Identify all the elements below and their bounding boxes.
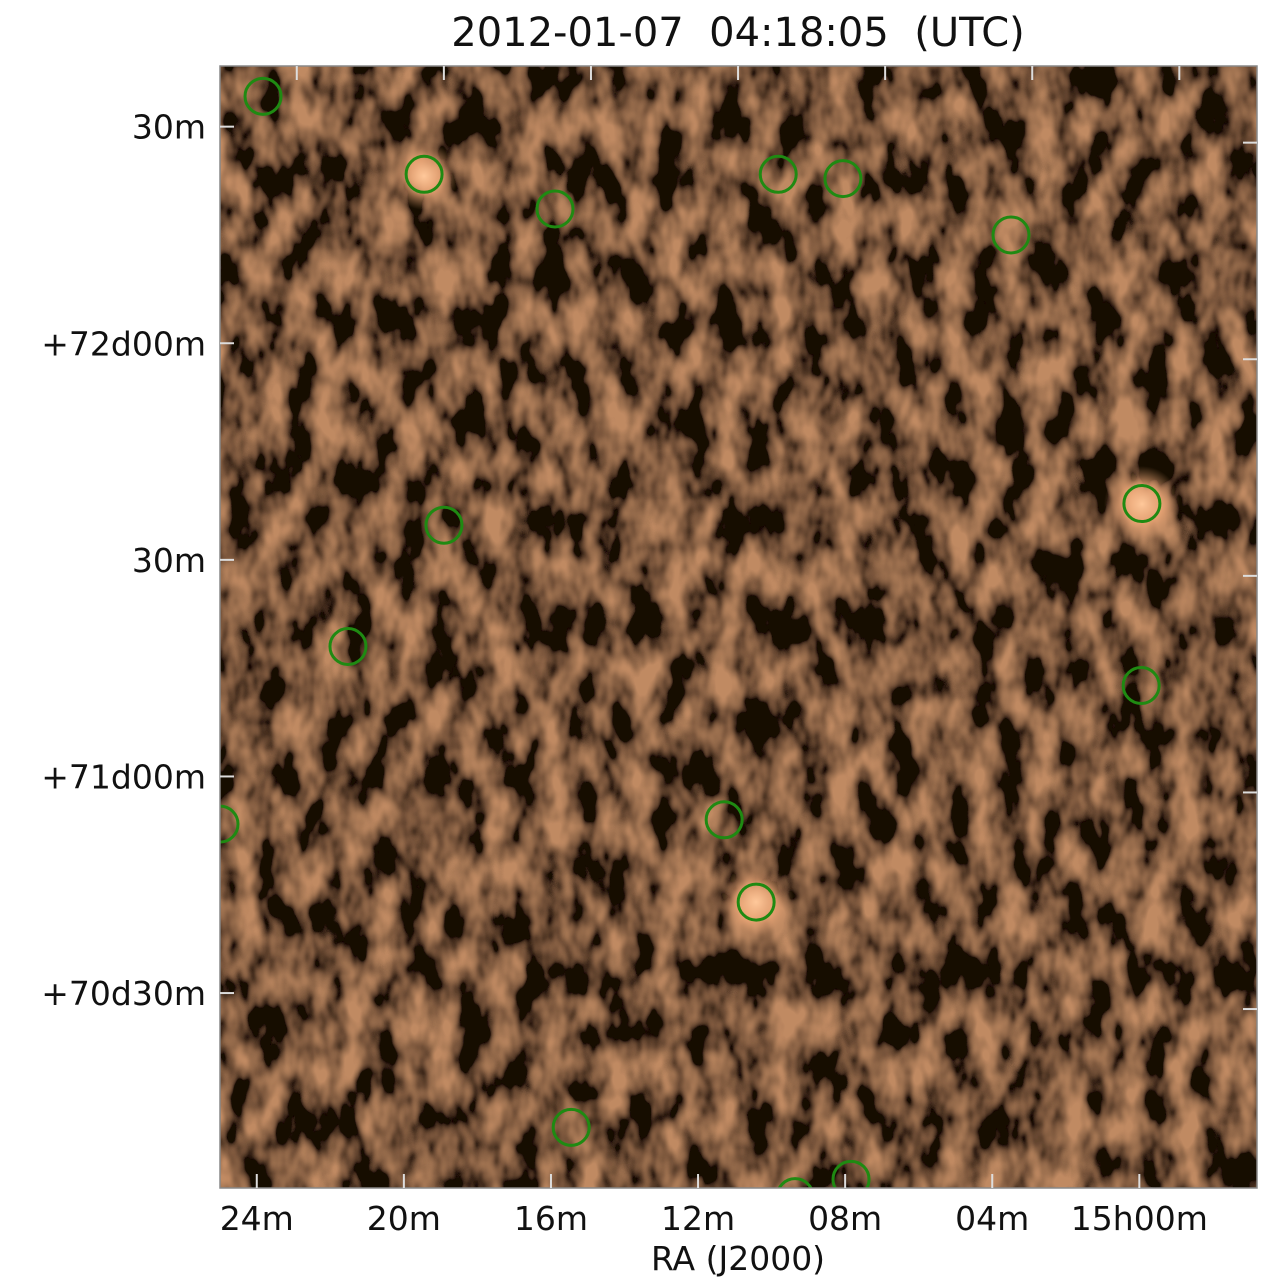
- x-axis-label: RA (J2000): [651, 1239, 825, 1278]
- chart: 2012-01-07 04:18:05 (UTC) RA (J2000) 24m…: [0, 0, 1271, 1278]
- y-tick-label: +70d30m: [41, 974, 206, 1013]
- x-tick-label: 15h00m: [1071, 1199, 1208, 1238]
- glow: [390, 142, 458, 210]
- y-tick-label: +72d00m: [41, 324, 206, 363]
- sky-image: [220, 66, 1257, 1188]
- glow: [718, 864, 794, 940]
- x-tick-label: 04m: [955, 1199, 1029, 1238]
- y-tick-label: 30m: [132, 108, 206, 147]
- x-tick-label: 20m: [367, 1199, 441, 1238]
- glow: [1104, 466, 1180, 542]
- y-tick-label: +71d00m: [41, 757, 206, 796]
- x-tick-label: 24m: [220, 1199, 294, 1238]
- x-tick-label: 16m: [514, 1199, 588, 1238]
- x-tick-label: 08m: [808, 1199, 882, 1238]
- chart-title: 2012-01-07 04:18:05 (UTC): [451, 10, 1024, 56]
- y-tick-label: 30m: [132, 541, 206, 580]
- x-tick-label: 12m: [661, 1199, 735, 1238]
